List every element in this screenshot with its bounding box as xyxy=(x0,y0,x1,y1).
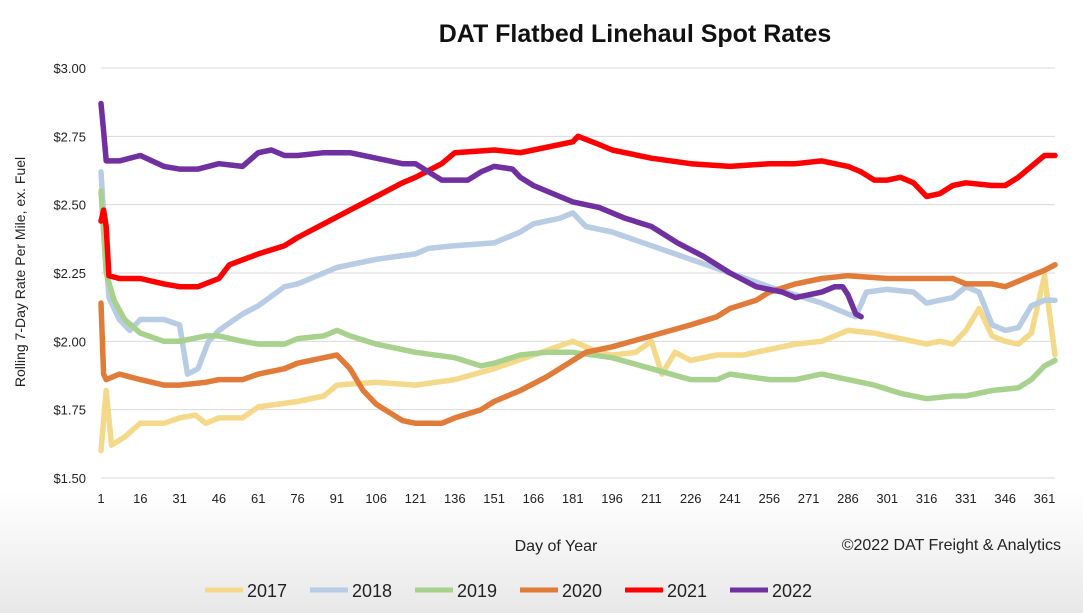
x-axis-ticks: 1 16 31 46 61 76 91 106 121 136 151 166 181 196 211 226… xyxy=(97,491,1055,506)
x-tick-label: 316 xyxy=(916,491,938,506)
series-line-2019 xyxy=(98,188,1058,402)
y-axis-label: Rolling 7-Day Rate Per Mile, ex. Fuel xyxy=(12,157,28,387)
x-tick-label: 76 xyxy=(290,491,304,506)
x-tick-label: 151 xyxy=(483,491,505,506)
x-tick-label: 31 xyxy=(172,491,186,506)
x-tick-label: 181 xyxy=(562,491,584,506)
x-tick-label: 271 xyxy=(798,491,820,506)
x-tick-label: 331 xyxy=(955,491,977,506)
x-tick-label: 211 xyxy=(641,491,662,506)
legend-label-2019: 2019 xyxy=(457,581,497,601)
x-tick-label: 106 xyxy=(365,491,387,506)
y-tick-label: $2.75 xyxy=(53,129,86,144)
chart-title: DAT Flatbed Linehaul Spot Rates xyxy=(439,20,832,48)
legend-label-2021: 2021 xyxy=(667,581,707,601)
y-axis-ticks: $1.50 $1.75 $2.00 $2.25 $2.50 $2.75 $3.00 xyxy=(53,61,86,486)
x-tick-label: 121 xyxy=(405,491,427,506)
y-tick-label: $1.50 xyxy=(53,471,86,486)
y-tick-label: $2.00 xyxy=(53,334,86,349)
x-tick-label: 241 xyxy=(719,491,741,506)
x-tick-label: 91 xyxy=(330,491,344,506)
legend-label-2018: 2018 xyxy=(352,581,392,601)
x-tick-label: 136 xyxy=(444,491,466,506)
series-line-2021 xyxy=(98,133,1058,290)
legend-label-2020: 2020 xyxy=(562,581,602,601)
y-tick-label: $2.50 xyxy=(53,198,86,213)
x-tick-label: 61 xyxy=(251,491,265,506)
series-line-2017 xyxy=(98,272,1058,454)
x-tick-label: 346 xyxy=(994,491,1016,506)
x-tick-label: 1 xyxy=(97,491,104,506)
x-tick-label: 196 xyxy=(601,491,623,506)
x-tick-label: 166 xyxy=(523,491,545,506)
x-tick-label: 226 xyxy=(680,491,702,506)
y-tick-label: $2.25 xyxy=(53,266,86,281)
series-line-2020 xyxy=(98,262,1058,427)
legend-label-2017: 2017 xyxy=(247,581,287,601)
y-tick-label: $1.75 xyxy=(53,403,86,418)
legend-label-2022: 2022 xyxy=(772,581,812,601)
copyright-notice: ©2022 DAT Freight & Analytics xyxy=(842,537,1061,554)
x-tick-label: 301 xyxy=(876,491,898,506)
x-axis-label: Day of Year xyxy=(515,538,598,555)
x-tick-label: 256 xyxy=(758,491,780,506)
x-tick-label: 16 xyxy=(133,491,147,506)
legend: 2017 2018 2019 2020 2021 2022 xyxy=(205,581,812,601)
x-tick-label: 361 xyxy=(1034,491,1056,506)
x-tick-label: 46 xyxy=(212,491,226,506)
x-tick-label: 286 xyxy=(837,491,859,506)
y-tick-label: $3.00 xyxy=(53,61,86,76)
series-line-2022 xyxy=(98,100,864,320)
series-lines xyxy=(98,100,1058,454)
series-line-2018 xyxy=(98,169,1058,377)
